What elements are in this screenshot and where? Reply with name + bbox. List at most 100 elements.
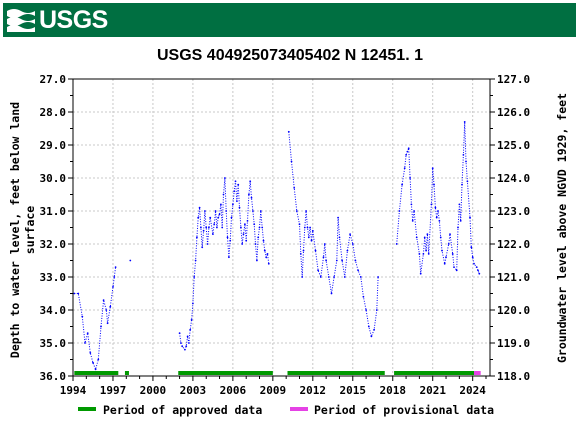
x-tick-label: 2009 [260, 384, 287, 397]
water-level-point [418, 253, 421, 255]
water-level-point [447, 243, 450, 245]
water-level-point [461, 183, 463, 186]
water-level-point [323, 243, 326, 245]
water-level-point [188, 342, 190, 344]
water-level-point [293, 187, 296, 189]
usgs-wave-icon [7, 9, 35, 32]
water-level-point [459, 220, 462, 222]
water-level-point [463, 121, 466, 123]
water-level-point [193, 276, 196, 278]
water-level-point [309, 226, 311, 229]
water-level-point [261, 226, 264, 229]
water-level-point [373, 328, 375, 331]
water-level-point [445, 256, 447, 259]
water-level-point [86, 332, 89, 334]
y-left-label-line1: Depth to water level, feet below land [8, 102, 22, 358]
water-level-point [77, 292, 80, 295]
water-level-point [214, 210, 217, 212]
water-level-point [84, 342, 86, 344]
water-level-point [307, 236, 310, 239]
water-level-point [262, 239, 265, 242]
water-level-point [457, 226, 459, 229]
water-level-point [405, 154, 407, 156]
water-level-point [430, 203, 433, 206]
water-level-point [237, 183, 240, 186]
water-level-point [216, 226, 218, 229]
water-level-point [409, 177, 411, 179]
water-level-point [73, 292, 76, 295]
water-level-point [422, 253, 425, 255]
provisional-period-bar [474, 371, 481, 375]
water-level-point [455, 269, 458, 272]
period-bars [74, 371, 481, 375]
approved-period-bar [394, 371, 475, 375]
water-level-point [213, 223, 216, 226]
water-level-point [419, 272, 422, 275]
water-level-point [186, 335, 189, 338]
water-level-point [330, 292, 333, 295]
water-level-point [194, 259, 197, 262]
water-level-point [202, 229, 205, 232]
y-right-label: Groundwater level above NGVD 1929, feet [555, 93, 569, 363]
water-level-point [407, 147, 410, 150]
water-level-point [190, 319, 193, 321]
water-level-point [343, 276, 346, 278]
water-level-point [338, 236, 341, 239]
water-level-point [201, 246, 204, 249]
series-group [73, 121, 481, 371]
water-level-line [74, 267, 117, 371]
y-left-label-line2: surface [23, 206, 37, 255]
usgs-logo[interactable]: USGS [6, 6, 108, 34]
water-level-point [441, 249, 443, 252]
legend-provisional-label: Period of provisional data [314, 403, 494, 417]
water-level-point [196, 236, 198, 239]
water-level-point [337, 216, 339, 219]
water-level-line [179, 177, 270, 351]
water-level-point [425, 249, 427, 252]
water-level-point [229, 239, 232, 242]
water-level-point [180, 342, 182, 344]
plot-frame [72, 78, 491, 377]
water-level-point [238, 206, 241, 209]
water-level-point [443, 262, 446, 265]
water-level-point [250, 196, 253, 199]
water-level-point [341, 259, 343, 262]
water-level-point [327, 276, 330, 278]
approved-period-bar [287, 371, 385, 375]
x-tick-label: 2021 [419, 384, 446, 397]
water-level-point [97, 358, 100, 361]
water-level-point [298, 223, 301, 226]
water-level-point [423, 236, 426, 239]
water-level-point [129, 259, 132, 262]
water-level-point [212, 233, 214, 236]
water-level-point [395, 243, 398, 245]
water-level-point [217, 216, 220, 219]
axis-ticks: 1994 1997 2000 2003 2006 2009 2012 2015 2018 2021… [40, 73, 531, 397]
x-tick-label: 2018 [379, 384, 406, 397]
water-level-point [311, 229, 314, 232]
water-level-point [181, 345, 184, 348]
water-level-point [351, 243, 354, 245]
water-level-point [411, 220, 414, 222]
water-level-point [437, 210, 439, 212]
approved-period-bar [74, 371, 119, 375]
approved-period-bar [178, 371, 273, 375]
water-level-point [453, 266, 455, 268]
x-tick-label: 2003 [180, 384, 207, 397]
y-left-tick-label: 27.0 [40, 73, 67, 86]
water-level-point [375, 309, 378, 311]
water-level-point [301, 276, 304, 278]
water-level-point [200, 226, 202, 229]
water-level-point [106, 322, 109, 325]
water-level-point [306, 226, 309, 229]
water-level-point [287, 130, 290, 133]
water-level-point [357, 269, 359, 272]
water-level-point [462, 154, 465, 156]
water-level-point [403, 167, 406, 170]
water-level-point [333, 276, 335, 278]
water-level-point [365, 309, 367, 311]
water-level-point [434, 206, 437, 209]
water-level-point [252, 210, 254, 212]
water-level-point [458, 203, 461, 206]
water-level-point [431, 167, 434, 170]
